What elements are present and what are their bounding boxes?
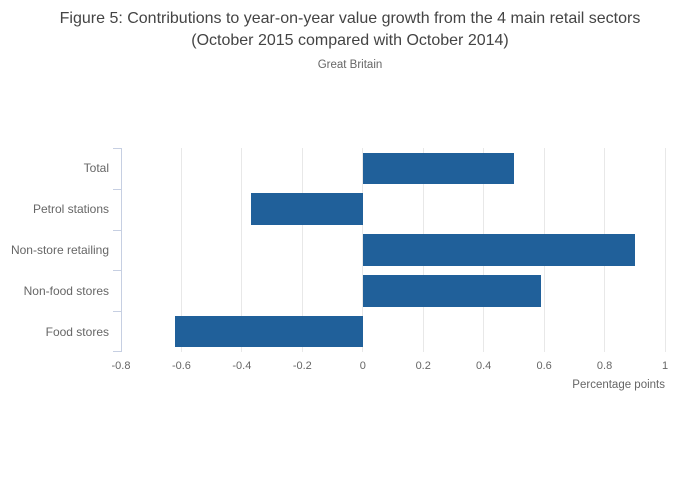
gridline [301, 148, 303, 352]
x-tick-label: 0.2 [415, 360, 431, 372]
x-tick-label: -0.8 [111, 360, 131, 372]
x-tick-label: 0 [359, 360, 366, 372]
y-label-total: Total [83, 161, 109, 176]
y-axis-tick [113, 148, 121, 149]
y-axis-line [121, 148, 122, 352]
chart-title: Figure 5: Contributions to year-on-year … [0, 8, 700, 52]
x-tick-label: -0.6 [171, 360, 191, 372]
x-tick-label: 0.4 [476, 360, 492, 372]
x-tick-label: 1 [661, 360, 669, 372]
chart-title-text: Figure 5: Contributions to year-on-year … [59, 10, 641, 49]
bar-petrol-stations [250, 193, 363, 225]
y-axis-tick [113, 270, 121, 272]
x-tick-label: 0.6 [536, 360, 552, 372]
plot-area [113, 148, 666, 352]
y-axis-tick [113, 229, 121, 231]
y-axis-tick [113, 351, 121, 352]
chart-subtitle: Great Britain [317, 59, 383, 71]
bar-non-store-retailing [362, 234, 635, 266]
gridline [241, 148, 243, 352]
y-label-non-food-stores: Non-food stores [23, 283, 109, 298]
y-axis-tick [113, 311, 121, 313]
x-tick-label: -0.2 [292, 360, 312, 372]
bar-non-food-stores [362, 274, 542, 307]
x-tick-label: -0.4 [232, 360, 252, 372]
gridline [664, 148, 666, 352]
bar-food-stores [175, 315, 363, 348]
y-label-food-stores: Food stores [45, 324, 109, 339]
x-tick-label: 0.8 [596, 360, 613, 372]
y-label-petrol-stations: Petrol stations [32, 202, 109, 217]
y-axis-tick [113, 188, 121, 190]
y-label-non-store-retailing: Non-store retailing [10, 242, 109, 257]
gridline [180, 148, 182, 352]
bar-total [362, 152, 514, 185]
x-axis-title: Percentage points [572, 379, 665, 391]
